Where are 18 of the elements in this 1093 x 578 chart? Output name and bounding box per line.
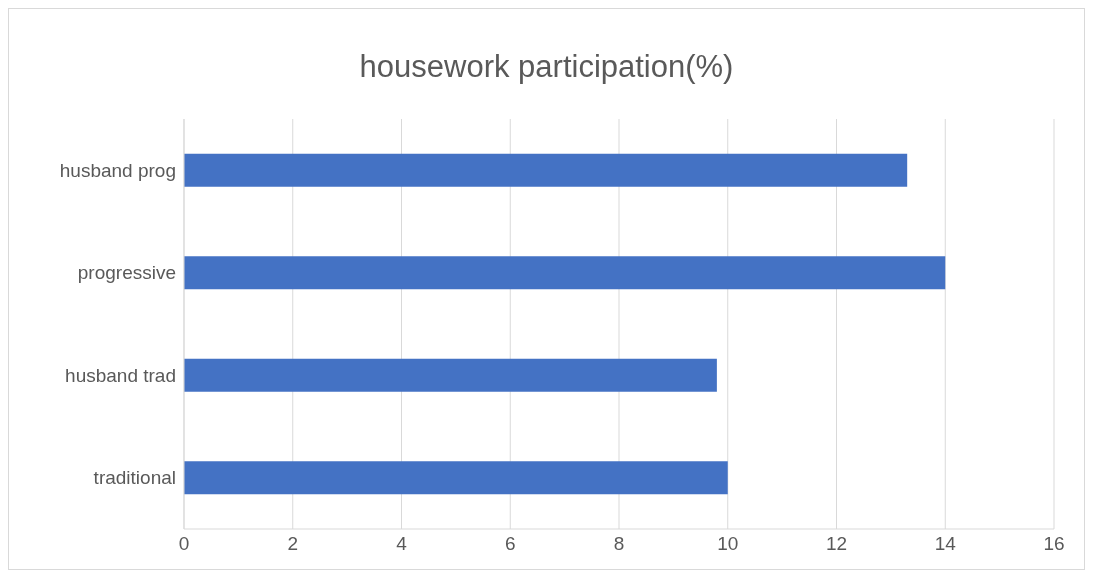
- x-tick-label: 4: [396, 533, 408, 555]
- x-tick-label: 16: [1043, 533, 1065, 555]
- y-tick-label: traditional: [93, 467, 176, 489]
- y-tick-label: husband trad: [65, 364, 176, 386]
- x-tick-label: 10: [717, 533, 739, 555]
- bar: [184, 461, 728, 495]
- bar: [184, 256, 946, 290]
- bar: [184, 358, 717, 392]
- y-tick-label: husband prog: [59, 159, 176, 181]
- x-tick-label: 0: [178, 533, 190, 555]
- x-tick-label: 14: [934, 533, 957, 555]
- x-tick-label: 12: [825, 533, 848, 555]
- chart-title: housework participation(%): [358, 48, 735, 86]
- x-tick-label: 6: [504, 533, 516, 555]
- x-tick-label: 8: [613, 533, 625, 555]
- x-tick-label: 2: [287, 533, 299, 555]
- bar: [184, 153, 908, 187]
- y-tick-label: progressive: [77, 262, 176, 284]
